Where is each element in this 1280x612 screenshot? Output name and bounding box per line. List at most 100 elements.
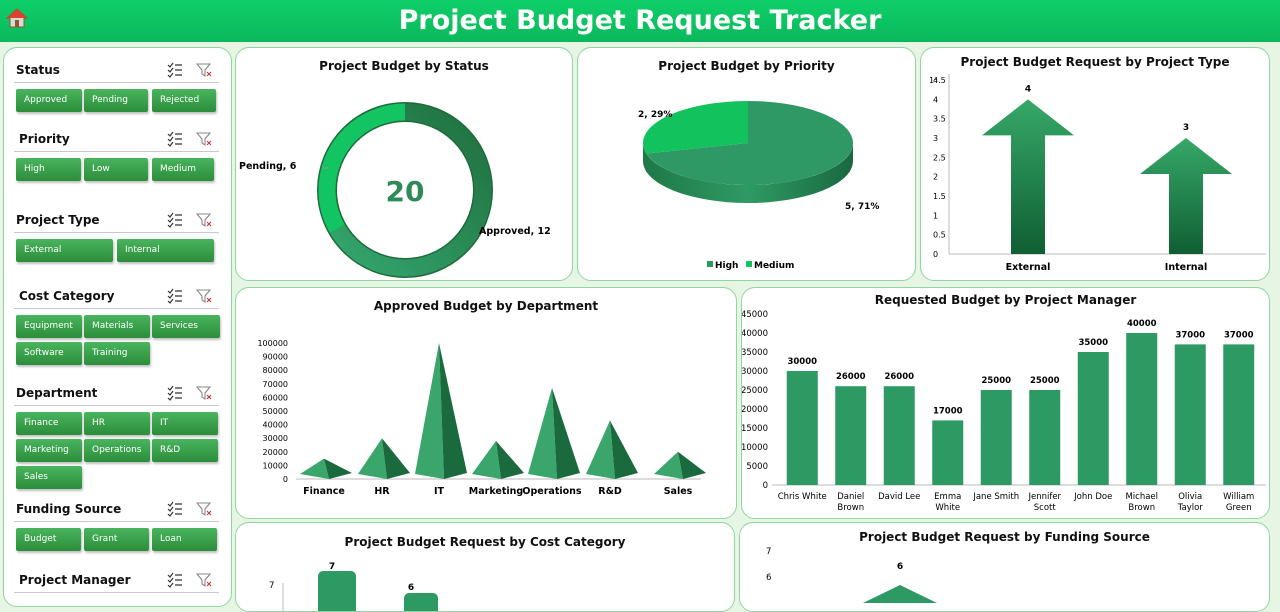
pm-value-label: 26000 (836, 372, 866, 382)
slicer-item-cost-category-equipment[interactable]: Equipment (16, 315, 82, 338)
slicer-item-department-operations[interactable]: Operations (84, 439, 150, 462)
slicer-item-status-pending[interactable]: Pending (84, 89, 148, 112)
funding-source-chart-title: Project Budget Request by Funding Source (859, 530, 1150, 544)
dept-ytick: 50000 (263, 407, 288, 416)
dept-category-label: Marketing (469, 486, 523, 497)
ptype-category-label: External (1006, 262, 1051, 273)
pm-bar-john-doe (1077, 352, 1109, 485)
cost-bar-2 (404, 593, 438, 611)
dept-ytick: 100000 (257, 339, 288, 348)
multi-select-icon[interactable] (167, 131, 183, 147)
dept-ytick: 20000 (263, 448, 288, 457)
funding-source-chart-panel: Project Budget Request by Funding Source… (739, 522, 1270, 612)
slicer-item-priority-medium[interactable]: Medium (152, 158, 214, 181)
legend-label-medium: Medium (754, 261, 794, 271)
dept-pyramid-side-hr (382, 438, 410, 479)
multi-select-icon[interactable] (167, 572, 183, 588)
status-slice-pending (318, 103, 492, 277)
pm-bar-chris-white (786, 371, 818, 485)
pm-category-label: Chris White (778, 492, 827, 502)
slicer-item-department-sales[interactable]: Sales (16, 466, 82, 489)
slicer-divider (14, 592, 219, 593)
ptype-ytick: 4.5 (933, 76, 946, 85)
slicer-item-department-marketing[interactable]: Marketing (16, 439, 82, 462)
status-total-label: 20 (386, 175, 425, 208)
slicer-item-cost-category-training[interactable]: Training (84, 342, 150, 365)
dept-pyramid-front-finance (300, 458, 329, 479)
priority-pie-chart: 2, 29% 5, 71% High Medium (638, 101, 879, 271)
pm-ytick: 10000 (742, 443, 768, 453)
slicer-title-funding-source: Funding Source (16, 502, 122, 516)
priority-chart-panel: Project Budget by Priority 2, 29% 5, 71% H… (577, 47, 916, 281)
slicer-item-department-finance[interactable]: Finance (16, 412, 82, 435)
clear-filter-icon[interactable] (196, 288, 212, 304)
slicer-item-status-rejected[interactable]: Rejected (152, 89, 216, 112)
ptype-ytick: 1.5 (933, 192, 946, 201)
home-icon[interactable] (6, 7, 28, 29)
department-chart-title: Approved Budget by Department (373, 299, 599, 313)
project-type-chart-title: Project Budget Request by Project Type (960, 55, 1230, 69)
clear-filter-icon[interactable] (196, 212, 212, 228)
ptype-ytick: 2.5 (933, 153, 946, 162)
multi-select-icon[interactable] (167, 385, 183, 401)
pm-category-label: Olivia (1178, 492, 1202, 502)
slicer-item-priority-low[interactable]: Low (84, 158, 148, 181)
dept-pyramid-front-sales (654, 451, 683, 479)
slicer-item-priority-high[interactable]: High (16, 158, 81, 181)
slicer-item-project-type-internal[interactable]: Internal (117, 239, 214, 262)
dept-pyramid-front-it (415, 343, 444, 479)
slicer-item-project-type-external[interactable]: External (16, 239, 113, 262)
slicer-item-department-hr[interactable]: HR (84, 412, 150, 435)
slicer-item-department-r-d[interactable]: R&D (152, 439, 218, 462)
slicer-item-cost-category-materials[interactable]: Materials (84, 315, 150, 338)
multi-select-icon[interactable] (167, 212, 183, 228)
pm-ytick: 15000 (742, 424, 768, 434)
pm-bar-david-lee (883, 386, 915, 485)
fund-ytick: 7 (766, 547, 771, 557)
pm-value-label: 30000 (787, 357, 817, 367)
slicer-item-funding-source-loan[interactable]: Loan (152, 528, 217, 551)
legend-label-high: High (715, 261, 738, 271)
dept-pyramid-side-operations (552, 387, 580, 479)
funding-source-chart: 7 6 6 (766, 547, 937, 603)
slicer-divider (14, 151, 219, 152)
cost-value-label: 7 (329, 562, 335, 572)
cost-value-label: 6 (408, 583, 414, 593)
pm-ytick: 0 (763, 481, 768, 491)
dept-pyramid-side-sales (678, 451, 706, 479)
pm-category-label: Jane Smith (972, 492, 1019, 502)
clear-filter-icon[interactable] (196, 501, 212, 517)
project-manager-bar-chart: 0 5000 10000 15000 20000 25000 30000 35000 40000… (742, 310, 1266, 513)
dashboard-header: Project Budget Request Tracker (0, 0, 1280, 42)
department-chart-panel: Approved Budget by Department 0 10000 2000… (235, 287, 737, 519)
pm-category-label: Taylor (1177, 503, 1204, 513)
dept-category-label: Sales (664, 486, 693, 497)
ptype-ytick: 1 (933, 211, 938, 220)
slicer-item-status-approved[interactable]: Approved (16, 89, 82, 112)
dept-pyramid-front-marketing (472, 440, 501, 479)
multi-select-icon[interactable] (167, 62, 183, 78)
dept-pyramid-front-r-d (586, 420, 615, 479)
slicer-item-funding-source-budget[interactable]: Budget (16, 528, 81, 551)
slicer-item-cost-category-software[interactable]: Software (16, 342, 82, 365)
ptype-ytick: 0.5 (933, 231, 946, 240)
ptype-value-label: 4 (1025, 84, 1031, 94)
dept-ytick: 10000 (263, 461, 288, 470)
slicer-item-cost-category-services[interactable]: Services (152, 315, 220, 338)
clear-filter-icon[interactable] (196, 131, 212, 147)
project-manager-chart-panel: Requested Budget by Project Manager 0 500… (741, 287, 1270, 519)
clear-filter-icon[interactable] (196, 572, 212, 588)
clear-filter-icon[interactable] (196, 62, 212, 78)
pm-value-label: 37000 (1175, 330, 1205, 340)
slicer-item-funding-source-grant[interactable]: Grant (84, 528, 149, 551)
clear-filter-icon[interactable] (196, 385, 212, 401)
department-pyramid-chart: 0 10000 20000 30000 40000 50000 60000 70000 8000… (257, 339, 706, 497)
multi-select-icon[interactable] (167, 501, 183, 517)
ptype-ytick: 3.5 (933, 115, 946, 124)
cost-category-chart-title: Project Budget Request by Cost Category (344, 535, 626, 549)
status-label-approved: Approved, 12 (479, 226, 551, 237)
pm-ytick: 35000 (742, 348, 768, 358)
dept-category-label: R&D (598, 486, 622, 497)
multi-select-icon[interactable] (167, 288, 183, 304)
slicer-item-department-it[interactable]: IT (152, 412, 218, 435)
